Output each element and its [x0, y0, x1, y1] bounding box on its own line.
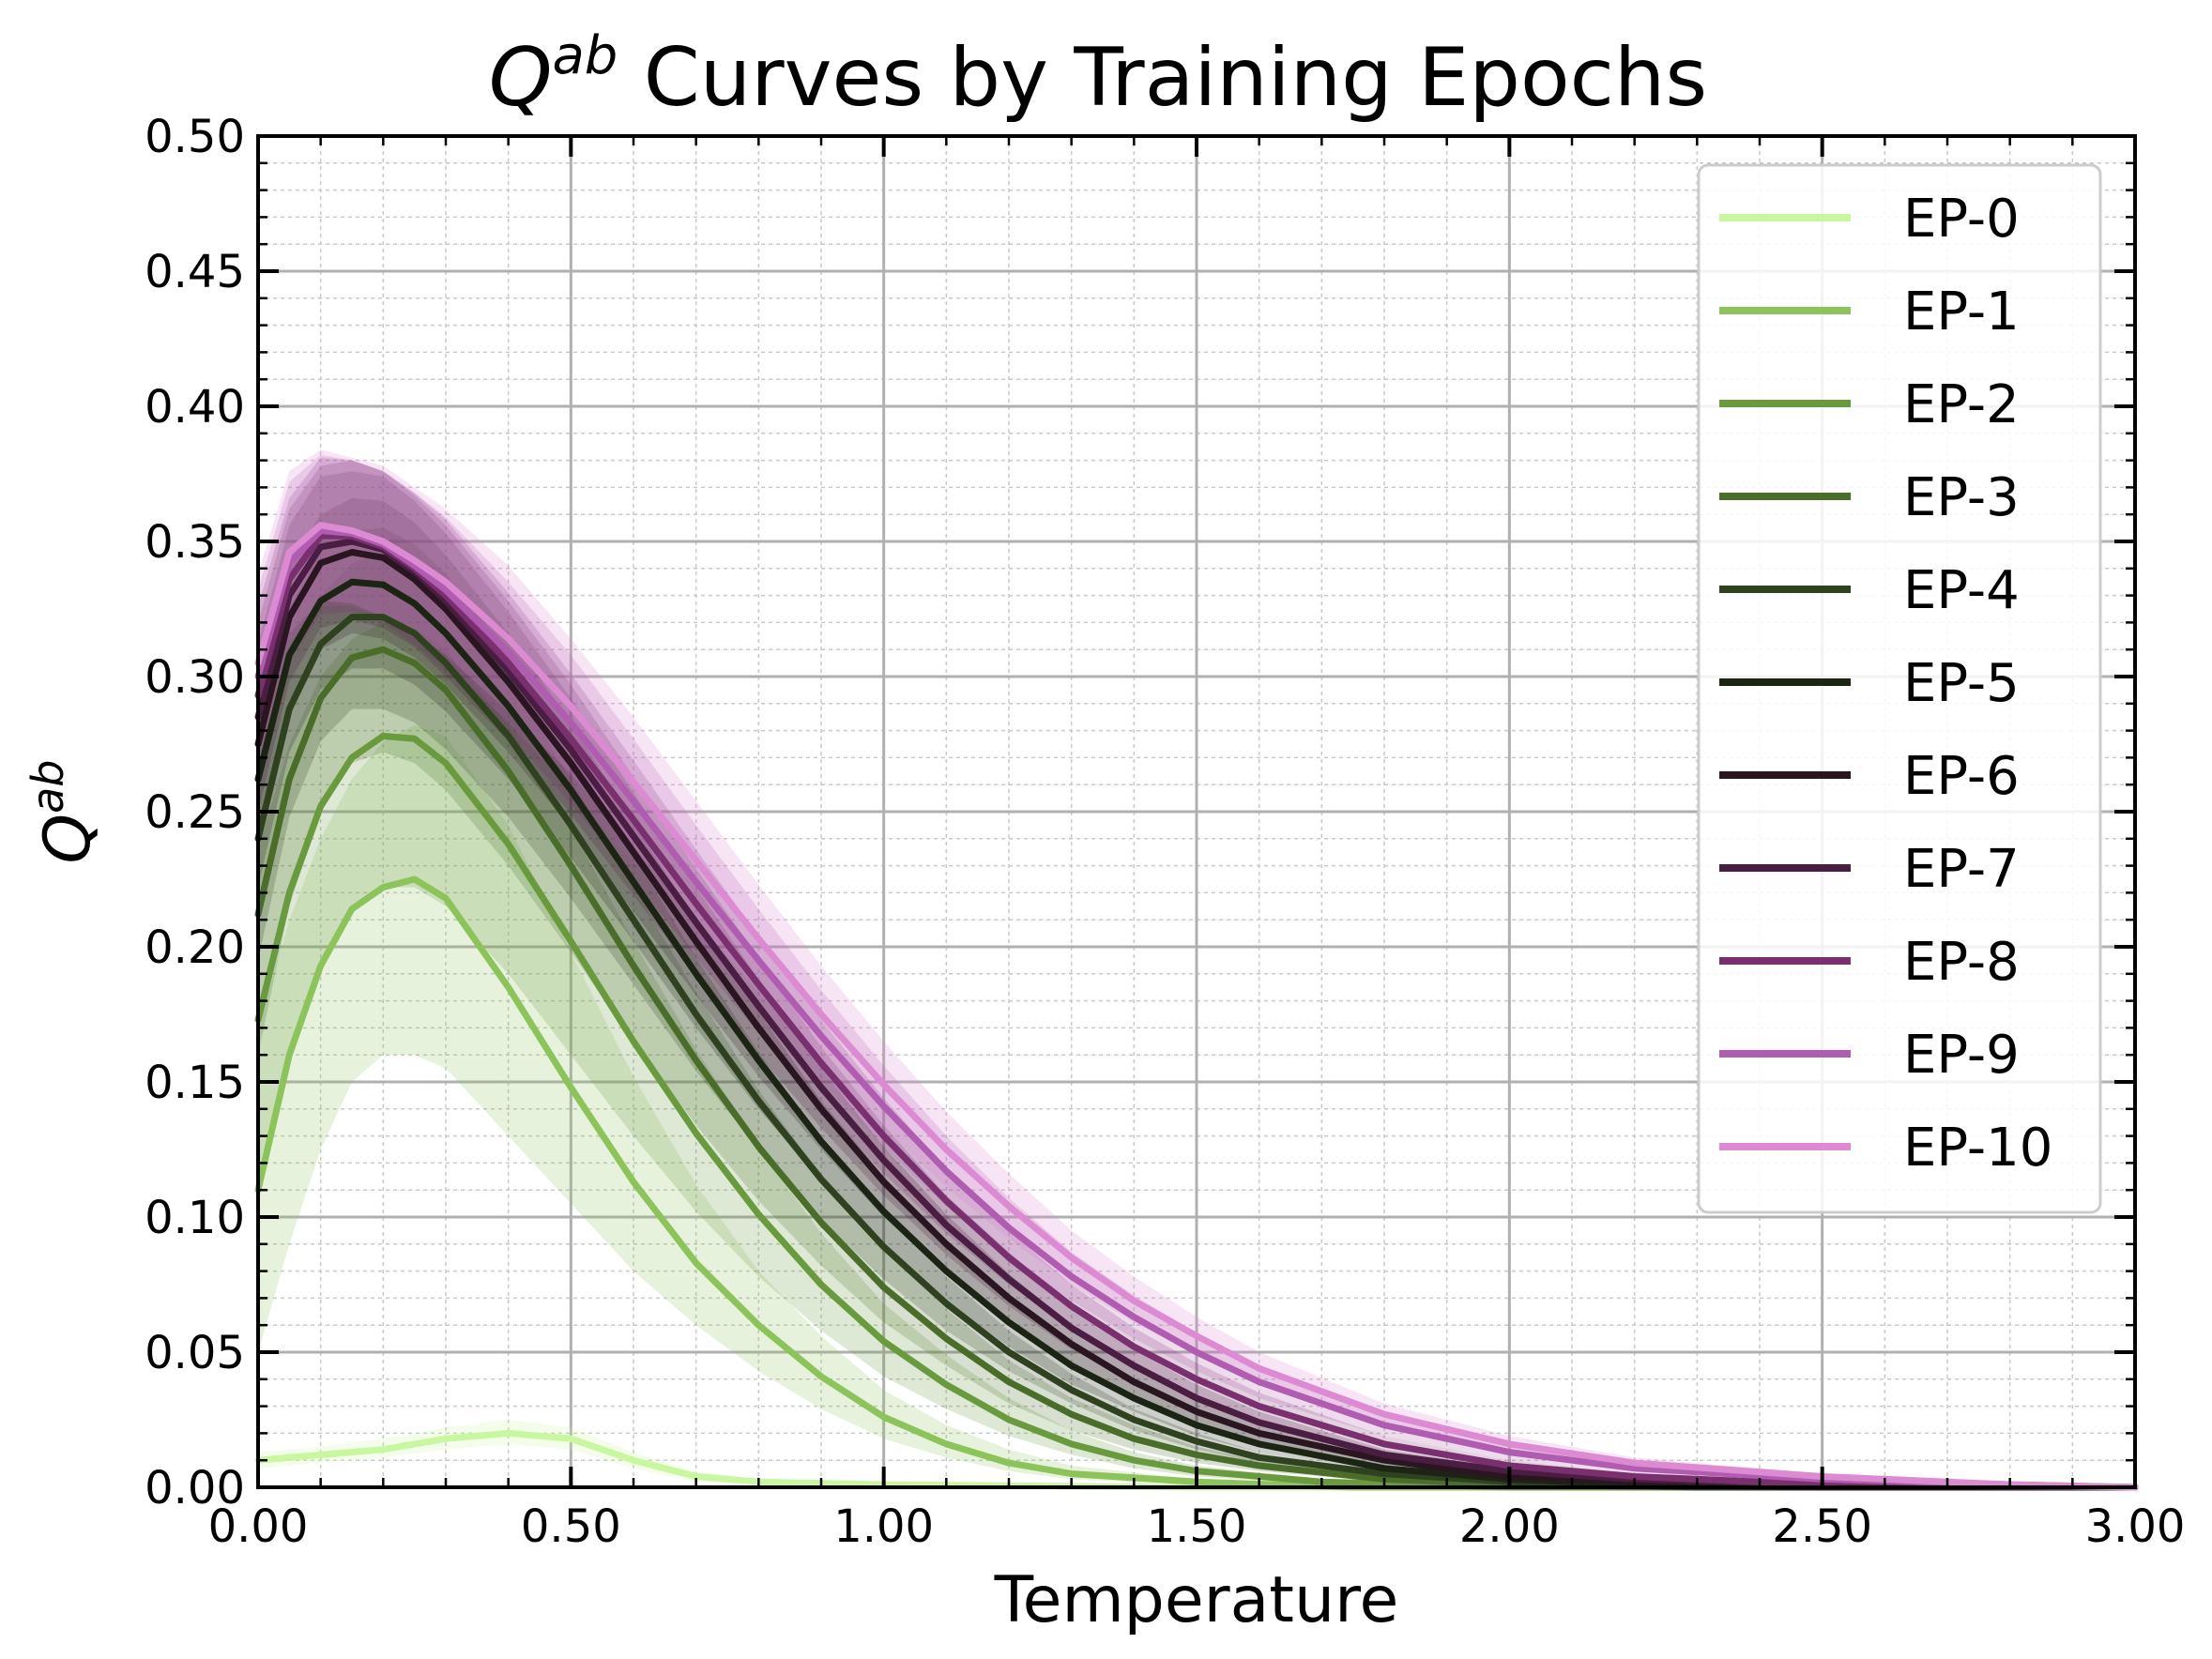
y-tick-label: 0.30: [145, 651, 245, 704]
y-axis-label-superscript: ab: [23, 760, 73, 814]
band-ep-10: [258, 449, 2135, 1488]
y-tick-label: 0.40: [145, 381, 245, 434]
y-axis-label-symbol: Q: [31, 814, 105, 864]
chart-title-superscript: ab: [552, 25, 618, 86]
band-ep-4: [258, 527, 2135, 1487]
band-ep-3: [258, 552, 2135, 1487]
chart-title-text: Curves by Training Epochs: [618, 31, 1707, 125]
legend-label-ep-5: EP-5: [1903, 653, 2020, 714]
chart-title-symbol: Q: [489, 31, 553, 125]
x-tick-label: 0.00: [208, 1500, 309, 1553]
series-line-ep-0: [254, 1429, 2139, 1491]
x-tick-label: 1.00: [833, 1500, 934, 1553]
band-ep-9: [258, 454, 2135, 1487]
y-tick-label: 0.10: [145, 1192, 245, 1244]
series-lines: [254, 522, 2139, 1491]
series-line-ep-1: [254, 875, 2139, 1491]
x-tick-label: 1.50: [1147, 1500, 1247, 1553]
legend-label-ep-1: EP-1: [1903, 282, 2020, 342]
x-tick-label: 0.50: [521, 1500, 621, 1553]
legend-label-ep-7: EP-7: [1903, 839, 2020, 900]
legend-box: [1697, 163, 2102, 1214]
band-ep-8: [258, 457, 2135, 1488]
legend: EP-0 EP-1 EP-2 EP-3 EP-4 EP-5 EP-6 EP-7 EP-8 EP-9…: [1697, 163, 2102, 1214]
band-ep-2: [258, 622, 2135, 1487]
legend-label-ep-10: EP-10: [1903, 1118, 2052, 1179]
legend-label-ep-9: EP-9: [1903, 1025, 2020, 1086]
y-tick-label: 0.25: [145, 786, 245, 839]
x-tick-labels: 0.00 0.50 1.00 1.50 2.00 2.50 3.00: [208, 1500, 2186, 1553]
legend-label-ep-8: EP-8: [1903, 932, 2020, 993]
y-tick-label: 0.45: [145, 246, 245, 298]
y-tick-label: 0.20: [145, 921, 245, 974]
x-axis-label: Temperature: [994, 1563, 1399, 1637]
band-ep-0: [258, 1420, 2135, 1487]
legend-label-ep-6: EP-6: [1903, 746, 2020, 807]
x-tick-label: 2.50: [1772, 1500, 1872, 1553]
series-line-ep-2: [254, 732, 2139, 1491]
axis-ticks: [256, 134, 2137, 1489]
series-line-ep-10: [254, 522, 2139, 1491]
y-tick-label: 0.05: [145, 1327, 245, 1379]
y-axis-label: Qab: [23, 760, 105, 864]
series-line-ep-6: [254, 549, 2139, 1491]
band-ep-6: [258, 471, 2135, 1488]
legend-label-ep-0: EP-0: [1903, 189, 2020, 250]
legend-label-ep-4: EP-4: [1903, 560, 2020, 621]
x-tick-label: 2.00: [1459, 1500, 1560, 1553]
y-tick-label: 0.00: [145, 1462, 245, 1514]
x-tick-label: 3.00: [2085, 1500, 2186, 1553]
series-line-ep-5: [254, 578, 2139, 1491]
y-tick-label: 0.50: [145, 111, 245, 163]
series-line-ep-3: [254, 646, 2139, 1491]
band-ep-7: [258, 460, 2135, 1488]
y-tick-labels: 0.00 0.05 0.10 0.15 0.20 0.25 0.30 0.35 0.40 0.45…: [145, 111, 245, 1514]
legend-label-ep-2: EP-2: [1903, 374, 2020, 435]
chart-title: Qab Curves by Training Epochs: [489, 25, 1707, 125]
legend-label-ep-3: EP-3: [1903, 467, 2020, 528]
y-tick-label: 0.15: [145, 1057, 245, 1109]
y-tick-label: 0.35: [145, 516, 245, 569]
series-line-ep-4: [254, 614, 2139, 1491]
